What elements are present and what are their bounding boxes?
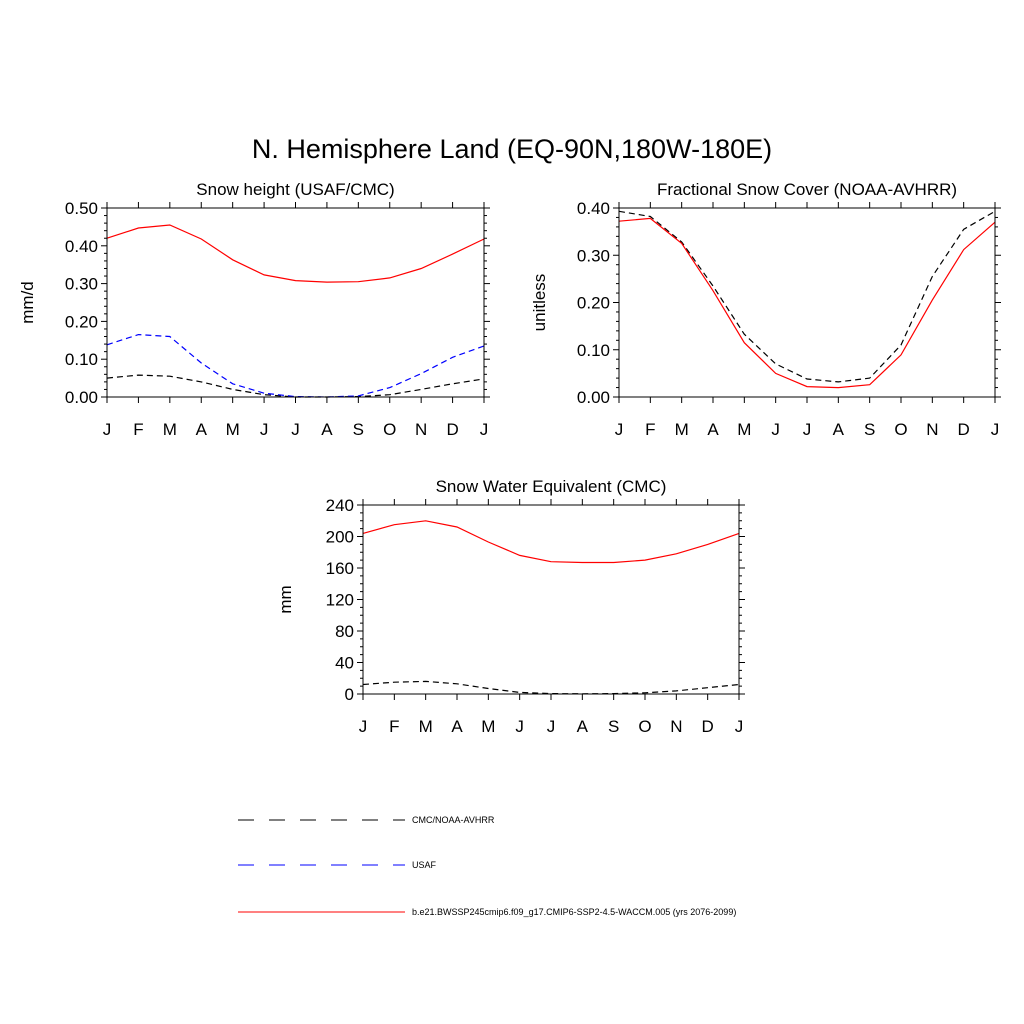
y-tick-label: 0.50 <box>65 199 98 218</box>
legend: CMC/NOAA-AVHRR USAF b.e21.BWSSP245cmip6.f0… <box>238 815 736 917</box>
x-tick-label: M <box>163 420 177 439</box>
legend-label-1: USAF <box>412 860 437 870</box>
x-tick-label: M <box>226 420 240 439</box>
x-tick-label: J <box>547 717 556 736</box>
x-tick-label: J <box>515 717 524 736</box>
series-line-snow-height-2 <box>106 224 485 283</box>
x-tick-label: J <box>480 420 489 439</box>
x-tick-label: F <box>133 420 143 439</box>
y-tick-label: 80 <box>335 622 354 641</box>
x-tick-label: J <box>615 420 624 439</box>
x-tick-label: O <box>894 420 907 439</box>
y-tick-label: 160 <box>326 559 354 578</box>
panel-title: Snow height (USAF/CMC) <box>196 180 394 199</box>
legend-label-0: CMC/NOAA-AVHRR <box>412 815 495 825</box>
series-line-snow-water-equivalent-0 <box>362 680 740 695</box>
x-tick-label: A <box>707 420 719 439</box>
x-tick-label: D <box>446 420 458 439</box>
y-tick-label: 0.40 <box>65 237 98 256</box>
x-tick-label: S <box>864 420 875 439</box>
x-tick-label: J <box>735 717 744 736</box>
x-tick-label: J <box>771 420 780 439</box>
series-line-snow-height-1 <box>106 333 485 398</box>
x-tick-label: O <box>638 717 651 736</box>
x-tick-label: J <box>260 420 269 439</box>
chart-snow-height: Snow height (USAF/CMC) mm/d 0.00 0.10 0.20 0.… <box>18 180 490 439</box>
plot-frame <box>106 207 485 398</box>
x-tick-label: M <box>675 420 689 439</box>
y-tick-label: 120 <box>326 591 354 610</box>
y-tick-label: 0.20 <box>577 294 610 313</box>
x-tick-label: F <box>389 717 399 736</box>
x-tick-label: D <box>958 420 970 439</box>
x-tick-label: A <box>577 717 589 736</box>
y-tick-label: 0.00 <box>65 388 98 407</box>
y-tick-label: 0.40 <box>577 199 610 218</box>
x-tick-label: M <box>481 717 495 736</box>
chart-snow-water-equivalent: Snow Water Equivalent (CMC) mm 0 40 80 120 160… <box>276 477 745 736</box>
y-tick-label: 0.00 <box>577 388 610 407</box>
y-axis-label: unitless <box>530 274 549 332</box>
x-tick-label: A <box>451 717 463 736</box>
x-tick-label: O <box>383 420 396 439</box>
x-tick-label: J <box>103 420 112 439</box>
y-tick-label: 0.10 <box>65 350 98 369</box>
x-tick-label: M <box>419 717 433 736</box>
x-tick-label: J <box>291 420 300 439</box>
x-tick-label: D <box>702 717 714 736</box>
y-tick-label: 40 <box>335 654 354 673</box>
chart-fractional-snow-cover: Fractional Snow Cover (NOAA-AVHRR) unitle… <box>530 180 1001 439</box>
panel-title: Fractional Snow Cover (NOAA-AVHRR) <box>657 180 957 199</box>
x-tick-label: N <box>670 717 682 736</box>
x-tick-label: J <box>359 717 368 736</box>
y-tick-label: 0.20 <box>65 312 98 331</box>
x-tick-label: M <box>737 420 751 439</box>
y-tick-label: 0.30 <box>577 246 610 265</box>
legend-label-2: b.e21.BWSSP245cmip6.f09_g17.CMIP6-SSP2-4… <box>412 907 736 917</box>
y-tick-label: 0.30 <box>65 275 98 294</box>
x-tick-label: A <box>833 420 845 439</box>
x-tick-label: S <box>353 420 364 439</box>
y-tick-label: 0.10 <box>577 341 610 360</box>
series-line-fractional-snow-cover-0 <box>618 210 996 383</box>
y-axis-label: mm <box>276 585 295 613</box>
x-tick-label: S <box>608 717 619 736</box>
figure-title: N. Hemisphere Land (EQ-90N,180W-180E) <box>252 134 772 164</box>
y-tick-label: 240 <box>326 496 354 515</box>
y-axis-label: mm/d <box>18 281 37 324</box>
x-tick-label: A <box>196 420 208 439</box>
x-tick-label: N <box>926 420 938 439</box>
x-tick-label: F <box>645 420 655 439</box>
plot-frame <box>362 504 740 695</box>
series-line-fractional-snow-cover-1 <box>618 217 996 389</box>
y-tick-label: 0 <box>345 685 354 704</box>
panel-title: Snow Water Equivalent (CMC) <box>436 477 667 496</box>
x-tick-label: A <box>321 420 333 439</box>
series-line-snow-water-equivalent-1 <box>362 520 740 564</box>
series-line-snow-height-0 <box>106 374 485 398</box>
x-tick-label: J <box>803 420 812 439</box>
x-tick-label: N <box>415 420 427 439</box>
x-tick-label: J <box>991 420 1000 439</box>
y-tick-label: 200 <box>326 528 354 547</box>
